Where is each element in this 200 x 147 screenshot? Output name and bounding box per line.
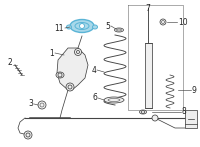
Ellipse shape (115, 28, 124, 32)
Text: 7: 7 (146, 4, 150, 12)
Text: 4: 4 (91, 66, 96, 75)
Ellipse shape (75, 22, 89, 30)
FancyBboxPatch shape (144, 43, 152, 108)
Circle shape (162, 20, 164, 24)
Circle shape (80, 24, 85, 29)
Circle shape (26, 133, 30, 137)
Polygon shape (57, 48, 88, 90)
Ellipse shape (108, 98, 120, 101)
Ellipse shape (67, 25, 72, 29)
Circle shape (66, 83, 74, 91)
Text: 3: 3 (28, 100, 33, 108)
Circle shape (77, 51, 80, 54)
Circle shape (38, 101, 46, 109)
Ellipse shape (56, 72, 64, 78)
Circle shape (142, 111, 144, 113)
Circle shape (58, 73, 62, 77)
Ellipse shape (140, 110, 146, 114)
Ellipse shape (70, 20, 94, 32)
Text: 5: 5 (105, 21, 110, 30)
Text: 8: 8 (182, 107, 187, 117)
Circle shape (40, 103, 44, 107)
Text: 11: 11 (55, 24, 64, 32)
Text: 9: 9 (192, 86, 197, 95)
Text: 1: 1 (49, 49, 54, 57)
Circle shape (75, 49, 82, 56)
Circle shape (160, 19, 166, 25)
Ellipse shape (93, 25, 98, 29)
Polygon shape (185, 110, 197, 128)
Ellipse shape (117, 29, 122, 31)
Ellipse shape (104, 97, 124, 103)
Text: 2: 2 (8, 57, 12, 66)
Circle shape (24, 131, 32, 139)
Circle shape (152, 115, 158, 121)
Text: 6: 6 (92, 93, 97, 102)
Circle shape (68, 85, 72, 89)
Text: 10: 10 (178, 17, 188, 26)
